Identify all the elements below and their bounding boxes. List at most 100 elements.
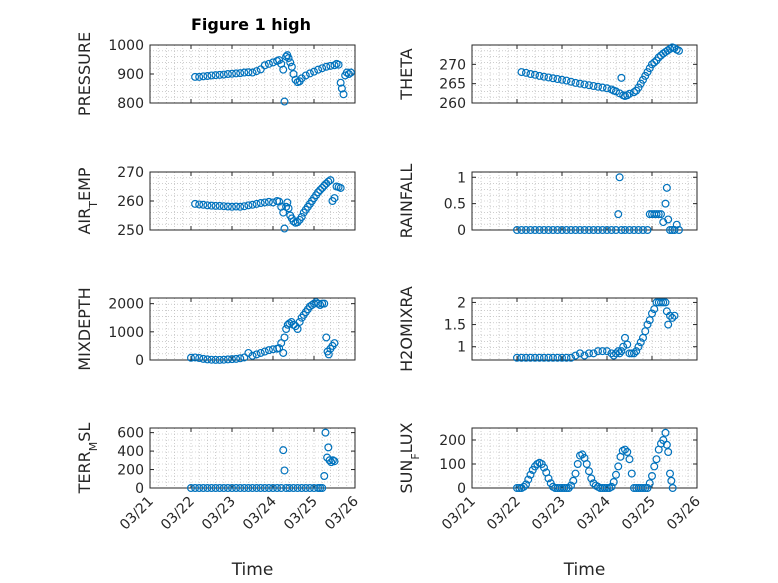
y-axis-label: TERRMSL: [75, 423, 100, 495]
data-point: [517, 353, 526, 362]
data-point: [232, 202, 241, 211]
data-point: [598, 83, 607, 92]
data-point: [664, 320, 673, 329]
data-point: [207, 484, 216, 493]
data-point: [284, 54, 293, 63]
data-point: [615, 173, 624, 182]
x-axis-label: Time: [231, 560, 274, 580]
y-tick-label: 100: [439, 457, 466, 473]
axes-box: [471, 297, 698, 361]
data-point: [320, 472, 329, 481]
data-point: [650, 462, 659, 471]
data-point: [228, 202, 237, 211]
y-tick-label: 260: [117, 194, 144, 210]
y-tick-label: 0.5: [444, 197, 466, 213]
data-point: [256, 484, 265, 493]
data-point: [662, 183, 671, 192]
data-point: [326, 176, 335, 185]
axes-box: [149, 297, 356, 361]
data-point: [327, 458, 336, 467]
data-point: [336, 78, 345, 87]
data-point: [295, 317, 304, 326]
data-points: [191, 51, 355, 106]
data-point: [211, 484, 220, 493]
data-point: [641, 71, 650, 80]
y-tick-label: 600: [117, 426, 144, 442]
y-label-main: SUN: [397, 460, 416, 494]
data-point: [252, 350, 261, 359]
data-point: [661, 199, 670, 208]
data-point: [279, 65, 288, 74]
data-point: [314, 188, 323, 197]
data-point: [617, 347, 626, 356]
y-tick-label: 0: [135, 481, 144, 497]
data-point: [634, 226, 643, 235]
x-tick-label: 03/25: [281, 494, 321, 534]
data-point: [512, 353, 521, 362]
data-point: [623, 91, 632, 100]
x-tick-label: 03/26: [322, 493, 362, 533]
data-point: [330, 194, 339, 203]
data-point: [215, 70, 224, 79]
panel-air_temp: 250 260 270 AIRTEMP: [75, 165, 356, 239]
data-point: [215, 484, 224, 493]
data-point: [665, 226, 674, 235]
data-point: [280, 466, 289, 475]
data-point: [318, 64, 327, 73]
data-point: [195, 484, 204, 493]
figure-title: Figure 1 high: [191, 15, 311, 34]
data-point: [211, 201, 220, 210]
data-point: [515, 484, 524, 493]
x-tick-label: 03/25: [619, 494, 659, 534]
data-point: [662, 440, 671, 449]
data-point: [652, 455, 661, 464]
data-point: [256, 348, 265, 357]
data-point: [219, 202, 228, 211]
data-point: [654, 53, 663, 62]
y-label-main: H2OMIXRA: [397, 286, 416, 372]
data-point: [280, 333, 289, 342]
data-point: [521, 226, 530, 235]
y-tick-label: 200: [439, 433, 466, 449]
data-point: [320, 181, 329, 190]
y-tick-label: 800: [117, 96, 144, 112]
data-point: [273, 484, 282, 493]
data-point: [575, 226, 584, 235]
data-point: [632, 347, 641, 356]
data-point: [244, 201, 253, 210]
data-point: [625, 455, 634, 464]
data-point: [219, 484, 228, 493]
data-point: [629, 226, 638, 235]
data-point: [625, 89, 634, 98]
data-point: [652, 210, 661, 219]
data-points: [187, 428, 339, 493]
data-point: [598, 347, 607, 356]
data-point: [223, 355, 232, 364]
data-point: [199, 72, 208, 81]
data-point: [248, 68, 257, 77]
panel-pressure: 800 900 1000 PRESSURE: [75, 32, 356, 116]
y-label-main: MIXDEPTH: [75, 287, 94, 370]
data-point: [211, 355, 220, 364]
data-point: [293, 325, 302, 334]
y-label-rest: EMP: [75, 167, 94, 201]
data-point: [593, 226, 602, 235]
data-point: [279, 446, 288, 455]
data-point: [553, 353, 562, 362]
data-point: [582, 460, 591, 469]
data-point: [589, 349, 598, 358]
y-axis-label: RAINFALL: [397, 164, 416, 239]
panel-h2omixra: 1 1.5 2 H2OMIXRA: [397, 286, 698, 372]
y-axis-label: PRESSURE: [75, 32, 94, 116]
data-point: [344, 69, 353, 78]
data-point: [617, 226, 626, 235]
y-axis-label: AIRTEMP: [75, 167, 100, 234]
data-point: [240, 68, 249, 77]
data-point: [636, 338, 645, 347]
data-point: [228, 69, 237, 78]
data-point: [314, 65, 323, 74]
data-point: [337, 84, 346, 93]
panel-mixdepth: 0 1000 2000 MIXDEPTH: [75, 287, 356, 371]
data-point: [275, 56, 284, 65]
